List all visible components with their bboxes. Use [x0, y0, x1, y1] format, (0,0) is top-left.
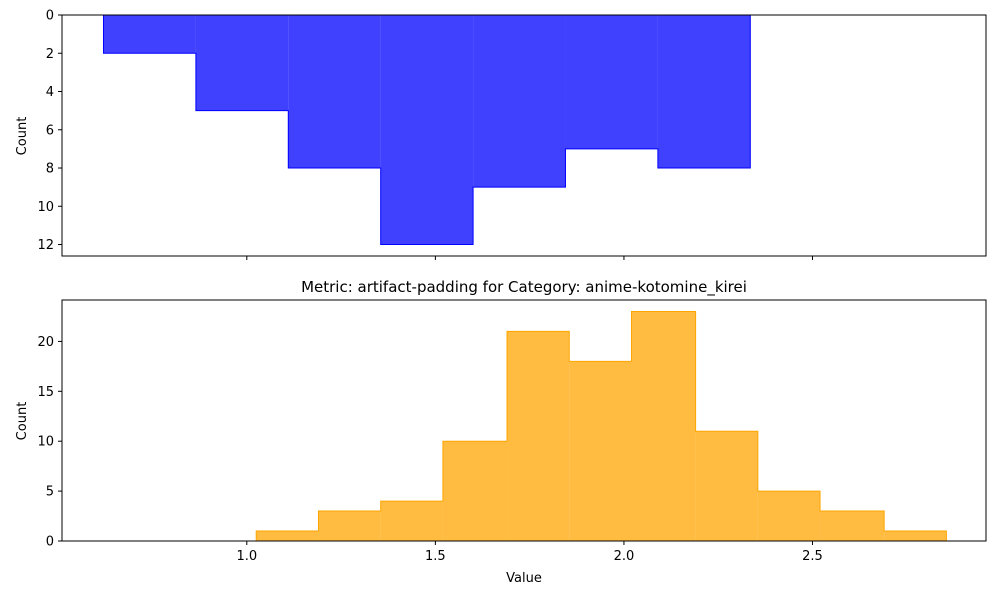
top-y-ticks: 0 2 4 6 8 10 12 [37, 9, 62, 253]
top-bar [288, 15, 381, 169]
top-y-tick-label: 0 [46, 9, 54, 24]
bottom-axes-frame [61, 299, 987, 542]
bottom-bar [820, 511, 885, 541]
bottom-histogram-panel: Metric: artifact-padding for Category: a… [15, 278, 987, 586]
bottom-bar [318, 511, 381, 541]
bottom-x-ticks: 1.0 1.5 2.0 2.5 [236, 541, 823, 564]
top-histogram-outline [102, 15, 751, 246]
bottom-bar [442, 441, 508, 541]
bottom-y-tick-label: 0 [46, 535, 54, 550]
top-bar [565, 15, 658, 149]
bottom-x-tick-label: 2.0 [614, 549, 635, 564]
bottom-bar [380, 501, 443, 541]
top-x-ticks [246, 256, 814, 260]
top-bar [195, 15, 289, 111]
bottom-x-tick-label: 2.5 [802, 549, 823, 564]
top-bars-group [102, 15, 751, 246]
bottom-bar [631, 311, 696, 541]
bottom-bar [256, 531, 319, 541]
top-bar [657, 15, 751, 169]
bottom-histogram-outline [255, 310, 947, 541]
top-y-tick-label: 10 [37, 200, 54, 215]
top-y-tick-label: 8 [46, 162, 54, 177]
bottom-bar [884, 531, 947, 541]
bottom-y-tick-label: 15 [37, 385, 54, 400]
top-y-tick-label: 4 [46, 85, 54, 100]
bottom-bars-group [255, 310, 947, 541]
bottom-y-tick-label: 10 [37, 435, 54, 450]
top-y-axis-label: Count [15, 117, 30, 156]
top-bar [380, 15, 474, 245]
top-y-tick-label: 2 [46, 47, 54, 62]
bottom-x-tick-label: 1.0 [236, 549, 257, 564]
bottom-y-tick-label: 5 [46, 485, 54, 500]
top-y-tick-label: 12 [37, 238, 54, 253]
bottom-bar [507, 331, 570, 541]
bottom-bar [757, 491, 821, 541]
bottom-x-tick-label: 1.5 [425, 549, 446, 564]
top-bar [473, 15, 566, 188]
bottom-y-ticks: 0 5 10 15 20 [37, 335, 62, 550]
top-axes-frame [61, 14, 987, 257]
bottom-chart-title: Metric: artifact-padding for Category: a… [301, 278, 747, 297]
top-bar [103, 15, 196, 54]
bottom-bar [569, 361, 632, 541]
top-histogram-panel: 0 2 4 6 8 10 12 Count [15, 9, 987, 260]
x-axis-label: Value [506, 571, 542, 586]
bottom-bar [695, 431, 758, 541]
top-y-tick-label: 6 [46, 123, 54, 138]
bottom-y-tick-label: 20 [37, 335, 54, 350]
bottom-y-axis-label: Count [15, 402, 30, 441]
